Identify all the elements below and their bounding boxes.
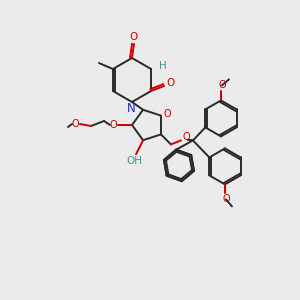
Text: O: O [182,132,190,142]
Text: OH: OH [126,156,142,166]
Text: O: O [163,109,171,118]
Text: O: O [109,120,117,130]
Text: O: O [71,119,79,129]
Text: H: H [159,61,167,71]
Text: O: O [218,80,226,90]
Text: N: N [127,101,135,115]
Text: O: O [222,194,230,204]
Text: O: O [166,78,174,88]
Text: O: O [130,32,138,42]
